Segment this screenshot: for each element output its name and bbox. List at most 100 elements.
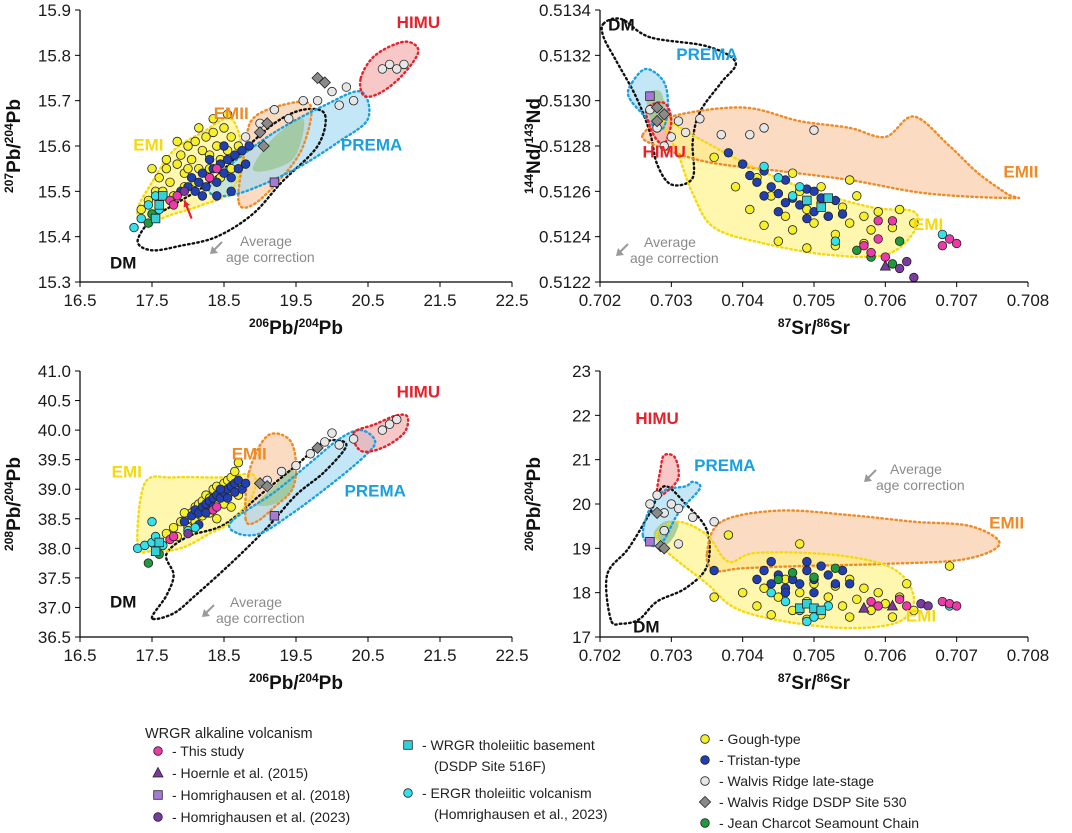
- y-tick-label: 15.4: [38, 228, 71, 247]
- legend-item-this-study: - This study: [153, 743, 244, 759]
- point-walvis-late: [327, 86, 337, 97]
- region-label-himu: HIMU: [642, 142, 685, 161]
- point-this-study: [212, 163, 222, 174]
- point-this-study: [204, 173, 215, 183]
- point-jean-charcot: [787, 568, 798, 578]
- point-tristan: [816, 561, 826, 571]
- y-tick-label: 22: [572, 406, 591, 425]
- point-tristan: [802, 565, 812, 576]
- legend-marker-tristan: [700, 755, 710, 765]
- point-walvis-late: [659, 525, 669, 536]
- point-gough: [745, 204, 755, 215]
- point-gough: [183, 141, 193, 151]
- point-tristan: [204, 154, 215, 165]
- y-tick-label: 39.0: [38, 480, 71, 499]
- point-walvis-late: [673, 539, 684, 549]
- point-tristan: [222, 493, 233, 503]
- point-walvis-530: [253, 126, 267, 139]
- point-walvis-late: [659, 141, 669, 151]
- point-tristan: [201, 182, 211, 192]
- point-gough: [795, 587, 805, 598]
- x-tick-label: 22.5: [495, 646, 528, 665]
- point-jean-charcot: [887, 259, 898, 269]
- legend-label: - Walvis Ridge late-stage: [719, 773, 874, 789]
- legend-item-jean-charcot: - Jean Charcot Seamount Chain: [700, 815, 919, 831]
- point-tristan: [190, 186, 200, 197]
- x-tick-label: 21.5: [423, 646, 456, 665]
- y-tick-label: 37.5: [38, 569, 71, 588]
- point-gough: [823, 592, 833, 602]
- y-tick-label: 21: [572, 451, 591, 470]
- point-tristan: [773, 188, 784, 199]
- point-walvis-late: [348, 95, 359, 106]
- point-this-study: [168, 200, 179, 210]
- x-tick-label: 0.702: [579, 291, 622, 310]
- point-hoernle-2015: [886, 599, 899, 611]
- x-tick-label: 0.706: [864, 291, 907, 310]
- region-label-himu: HIMU: [635, 409, 678, 428]
- y-axis-title: 208​Pb/204​Pb: [2, 457, 25, 551]
- point-this-study: [894, 594, 905, 605]
- legend-title: WRGR alkaline volcanism: [145, 726, 313, 742]
- point-gough: [172, 159, 182, 169]
- point-hoernle-2015: [858, 601, 870, 613]
- legend-label: - Hoernle et al. (2015): [172, 765, 308, 781]
- point-walvis-late: [673, 116, 684, 126]
- y-tick-label: 39.5: [38, 451, 71, 470]
- point-gough: [212, 514, 222, 524]
- region-label-emi: EMI: [913, 215, 943, 234]
- point-this-study: [873, 601, 883, 611]
- point-this-study: [951, 601, 962, 611]
- point-walvis-530: [658, 542, 671, 555]
- field-outline-emi: [662, 119, 920, 259]
- point-wrgr-thol: [150, 546, 161, 556]
- point-tristan: [802, 213, 812, 224]
- point-tristan: [823, 570, 833, 580]
- x-tick-label: 0.703: [650, 646, 693, 665]
- point-gough: [172, 136, 182, 147]
- point-tristan: [766, 556, 776, 567]
- x-tick-label: 0.706: [864, 646, 907, 665]
- y-tick-label: 0.5134: [539, 1, 591, 20]
- point-this-study: [944, 234, 955, 244]
- point-jean-charcot: [143, 558, 154, 568]
- chart-pb208-pb206: HIMU EMII EMI PREMA DM Average age correction 1…: [2, 362, 529, 694]
- legend-item-homrig-2023: - Homrighausen et al. (2023): [153, 809, 350, 825]
- point-walvis-late: [334, 440, 344, 450]
- x-tick-label: 16.5: [63, 291, 96, 310]
- point-walvis-late: [709, 517, 719, 527]
- y-tick-label: 0.5128: [539, 137, 591, 156]
- point-gough: [183, 163, 193, 174]
- point-this-study: [859, 241, 869, 251]
- point-ergr-thol: [136, 213, 146, 224]
- region-label-emii: EMII: [232, 445, 267, 464]
- point-tristan: [709, 565, 719, 576]
- y-tick-label: 15.6: [38, 137, 71, 156]
- legend-marker-this-study: [153, 746, 163, 756]
- point-walvis-late: [745, 129, 755, 140]
- point-walvis-late: [399, 59, 409, 70]
- point-walvis-late: [284, 114, 294, 124]
- point-walvis-530: [261, 480, 274, 493]
- region-label-emi: EMI: [112, 462, 142, 481]
- y-tick-label: 41.0: [38, 362, 71, 381]
- point-gough: [154, 173, 164, 183]
- point-gough: [201, 132, 211, 142]
- point-ergr-thol: [780, 596, 791, 607]
- field-outline-emii: [641, 106, 1021, 200]
- point-walvis-late: [334, 100, 344, 110]
- region-label-emii: EMII: [1003, 163, 1038, 182]
- point-gough: [873, 207, 883, 217]
- point-jean-charcot: [852, 245, 862, 255]
- point-gough: [909, 218, 919, 228]
- point-walvis-late: [341, 82, 352, 92]
- legend-sublabel: (Homrighausen et al., 2023): [434, 806, 608, 822]
- point-tristan: [837, 209, 848, 219]
- point-walvis-late: [320, 437, 330, 447]
- point-jean-charcot: [809, 572, 819, 582]
- point-tristan: [226, 186, 236, 197]
- chart-pb206-sr: HIMU PREMA EMII EMI DM Average age correction 0…: [522, 362, 1049, 694]
- point-this-study: [873, 216, 883, 226]
- point-tristan: [230, 487, 240, 497]
- point-tristan: [780, 587, 791, 598]
